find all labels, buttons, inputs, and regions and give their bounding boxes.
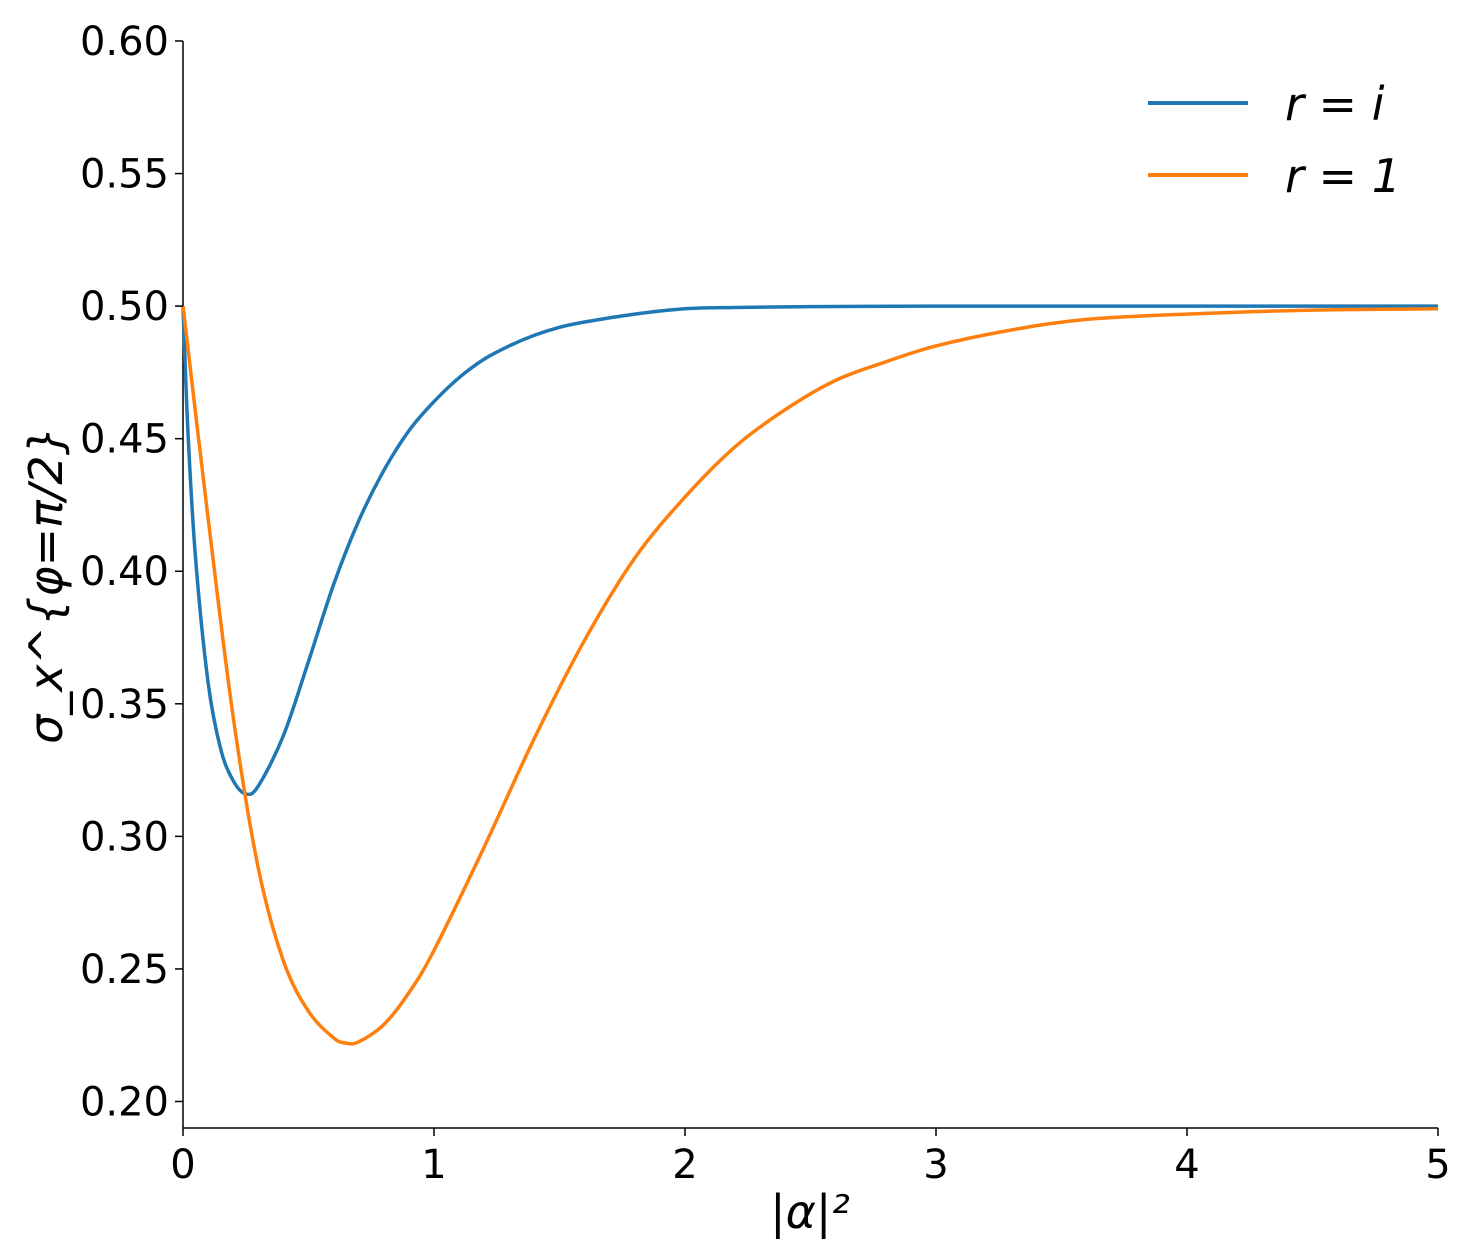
y-tick-label: 0.55 [80, 152, 169, 198]
series-line-r-i [181, 304, 1438, 797]
y-tick-label: 0.40 [80, 549, 169, 595]
x-tick-label: 0 [170, 1142, 195, 1188]
y-tick-label: 0.35 [80, 682, 169, 728]
y-axis-label: σ_x^{φ=π/2} [19, 426, 73, 744]
x-tick-label: 5 [1425, 1142, 1450, 1188]
y-tick-label: 0.30 [80, 814, 169, 860]
ticks-layer: 0 1 2 3 4 5 0.20 0.25 0.30 0.35 0.40 0.45 0.50 0.55 0.… [80, 19, 1451, 1188]
y-tick-label: 0.20 [80, 1079, 169, 1125]
legend-label-r-1: r = 1 [1285, 149, 1401, 203]
legend-label-r-i: r = i [1285, 77, 1385, 131]
y-tick-label: 0.45 [80, 417, 169, 463]
y-tick-label: 0.25 [80, 947, 169, 993]
axes [182, 41, 1438, 1129]
series-layer [181, 304, 1439, 1046]
legend: r = i r = 1 [1148, 77, 1401, 203]
x-tick-label: 4 [1174, 1142, 1199, 1188]
x-tick-label: 1 [421, 1142, 446, 1188]
y-tick-label: 0.50 [80, 284, 169, 330]
x-tick-label: 2 [672, 1142, 697, 1188]
series-line-r-1 [181, 305, 1439, 1046]
x-tick-label: 3 [923, 1142, 948, 1188]
x-axis-label: |α|² [770, 1185, 850, 1240]
y-tick-label: 0.60 [80, 19, 169, 65]
